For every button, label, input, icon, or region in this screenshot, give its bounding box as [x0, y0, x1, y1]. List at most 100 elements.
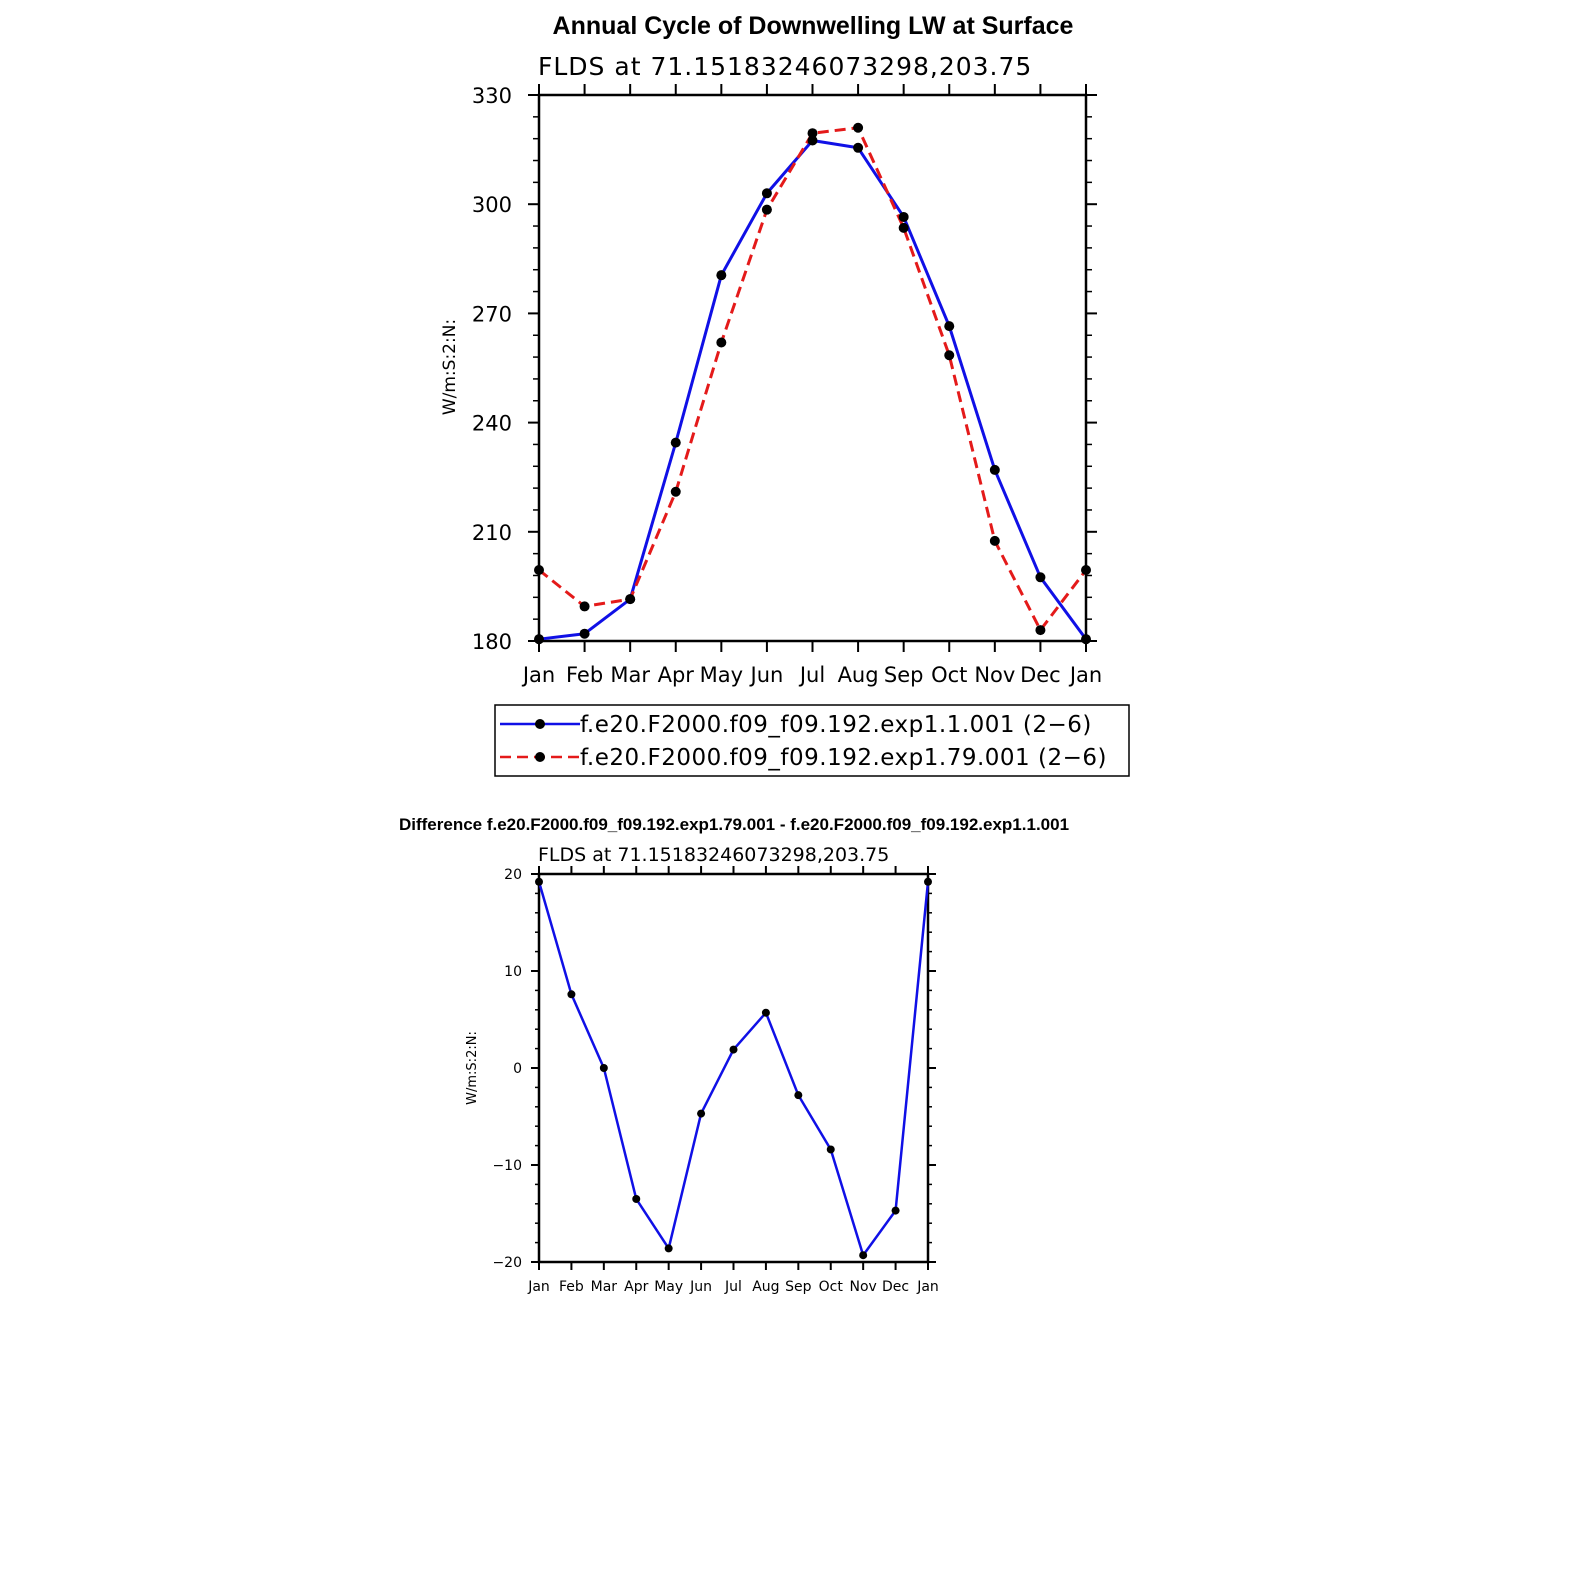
data-point-series-1: [859, 1251, 868, 1260]
data-point-series-1: [716, 270, 727, 281]
x-tick-label: Oct: [931, 663, 967, 687]
data-point-series-1: [534, 634, 544, 645]
series-group: [538, 126, 1088, 641]
x-tick-label: Aug: [752, 1279, 779, 1295]
legend-marker-series-1: [535, 719, 545, 729]
y-axis-label: W/m:S:2:N:: [465, 1031, 480, 1105]
axis-ticks: −20 −10 0 10 20 Jan Feb Mar Apr May Jun Jul Aug Sep Oc…: [492, 866, 939, 1295]
x-tick-label: Jun: [689, 1279, 712, 1295]
legend: f.e20.F2000.f09_f09.192.exp1.1.001 (2−6)…: [494, 704, 1130, 777]
data-point-series-1: [1081, 634, 1091, 645]
y-tick-label: 300: [472, 193, 512, 217]
marker-group: [534, 122, 1091, 645]
y-tick-label: 240: [472, 412, 512, 436]
x-tick-label: May: [654, 1279, 683, 1295]
data-point-series-1: [944, 321, 955, 332]
x-tick-label: Mar: [610, 663, 650, 687]
legend-marker-series-2: [535, 752, 545, 762]
x-tick-label: Dec: [882, 1279, 909, 1295]
data-point-series-2: [670, 486, 681, 497]
x-tick-label: Apr: [624, 1279, 648, 1295]
series-line-2: [538, 126, 1088, 632]
x-tick-label: Nov: [850, 1279, 877, 1295]
marker-group: [535, 877, 932, 1260]
axis-ticks: 180 210 240 270 300 330 Jan Feb Mar Apr May Jun Jul A…: [472, 84, 1102, 687]
x-tick-label: Jul: [724, 1279, 742, 1295]
y-tick-label: −10: [492, 1158, 522, 1174]
legend-box: [494, 704, 1130, 777]
data-point-series-1: [697, 1109, 706, 1118]
data-point-series-1: [664, 1244, 673, 1253]
data-point-series-2: [625, 594, 636, 605]
data-point-series-1: [729, 1045, 738, 1054]
chart-subtitle: FLDS at 71.15183246073298,203.75: [538, 52, 1032, 81]
x-tick-label: Nov: [974, 663, 1015, 687]
legend-label-series-1: f.e20.F2000.f09_f09.192.exp1.1.001 (2−6): [580, 712, 1092, 738]
y-axis-label: W/m:S:2:N:: [440, 319, 460, 415]
series-group: [537, 881, 930, 1257]
y-tick-label: 270: [472, 302, 512, 326]
data-point-series-1: [567, 990, 576, 999]
data-point-series-2: [989, 535, 1000, 546]
data-point-series-1: [826, 1145, 835, 1154]
data-point-series-1: [853, 142, 864, 153]
x-tick-label: Jan: [916, 1279, 939, 1295]
data-point-series-1: [891, 1206, 900, 1215]
data-point-series-1: [761, 188, 772, 199]
data-point-series-1: [924, 877, 932, 886]
x-tick-label: Jul: [798, 663, 825, 687]
legend-label-series-2: f.e20.F2000.f09_f09.192.exp1.79.001 (2−6…: [580, 745, 1107, 771]
data-point-series-1: [761, 1008, 770, 1017]
y-tick-label: 10: [504, 964, 522, 980]
x-tick-label: Jan: [1068, 663, 1102, 687]
data-point-series-2: [761, 204, 772, 215]
data-point-series-2: [579, 601, 590, 612]
y-tick-label: 0: [513, 1061, 522, 1077]
x-tick-label: May: [700, 663, 743, 687]
data-point-series-1: [535, 877, 543, 886]
chart-title: Annual Cycle of Downwelling LW at Surfac…: [553, 12, 1074, 40]
y-tick-label: 180: [472, 630, 512, 654]
data-point-series-1: [989, 464, 1000, 475]
x-tick-label: Oct: [819, 1279, 844, 1295]
difference-chart: Difference f.e20.F2000.f09_f09.192.exp1.…: [399, 815, 1069, 1295]
data-point-series-1: [807, 135, 818, 146]
y-tick-label: 210: [472, 521, 512, 545]
data-point-series-2: [807, 128, 818, 139]
data-point-series-1: [599, 1064, 608, 1072]
series-line-1: [538, 139, 1088, 641]
data-point-series-2: [898, 222, 909, 233]
data-point-series-2: [853, 122, 864, 133]
data-point-series-2: [944, 350, 955, 361]
y-tick-label: 330: [472, 84, 512, 108]
data-point-series-1: [794, 1091, 803, 1100]
series-line-1: [537, 881, 930, 1257]
x-tick-label: Jan: [527, 1279, 550, 1295]
x-tick-label: Feb: [559, 1279, 584, 1295]
x-tick-label: Feb: [566, 663, 603, 687]
x-tick-label: Sep: [884, 663, 924, 687]
x-tick-label: Dec: [1020, 663, 1061, 687]
data-point-series-2: [1035, 625, 1046, 636]
x-tick-label: Sep: [785, 1279, 812, 1295]
x-tick-label: Apr: [658, 663, 695, 687]
data-point-series-1: [898, 211, 909, 222]
chart-subtitle: FLDS at 71.15183246073298,203.75: [538, 844, 889, 866]
data-point-series-1: [632, 1194, 641, 1203]
data-point-series-1: [670, 437, 681, 448]
plot-frame: [537, 872, 930, 1264]
data-point-series-2: [716, 337, 727, 348]
y-tick-label: −20: [492, 1255, 522, 1271]
data-point-series-2: [1081, 565, 1091, 576]
data-point-series-1: [1035, 572, 1046, 583]
data-point-series-1: [579, 628, 590, 639]
x-tick-label: Mar: [591, 1279, 618, 1295]
y-tick-label: 20: [504, 867, 522, 883]
annual-cycle-chart: Annual Cycle of Downwelling LW at Surfac…: [440, 12, 1130, 777]
x-tick-label: Jun: [749, 663, 784, 687]
data-point-series-2: [534, 565, 544, 576]
x-tick-label: Jan: [521, 663, 555, 687]
x-tick-label: Aug: [838, 663, 879, 687]
chart-title: Difference f.e20.F2000.f09_f09.192.exp1.…: [399, 815, 1069, 834]
